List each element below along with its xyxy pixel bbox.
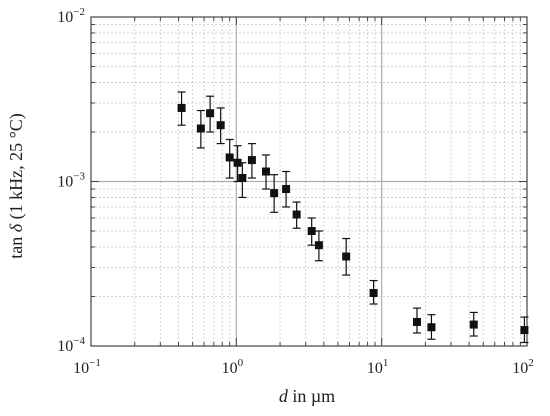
y-tick-label: 10−2 xyxy=(57,6,85,26)
x-tick-label: 10−1 xyxy=(73,357,101,377)
data-point xyxy=(247,156,256,165)
data-point xyxy=(238,174,247,183)
data-point xyxy=(292,210,301,219)
x-tick-label: 101 xyxy=(367,357,389,377)
data-point xyxy=(342,252,351,261)
x-tick-labels: 10−1 100 101 102 xyxy=(73,357,534,377)
data-point xyxy=(225,153,234,162)
data-point xyxy=(520,326,529,335)
x-axis-label: d in µm xyxy=(279,386,335,406)
y-axis-label: tan δ (1 kHz, 25 °C) xyxy=(6,113,27,259)
y-tick-labels: 10−4 10−3 10−2 xyxy=(57,6,85,355)
data-point xyxy=(314,241,323,250)
data-point xyxy=(261,167,270,176)
y-tick-label: 10−3 xyxy=(57,171,85,191)
data-point xyxy=(206,109,215,118)
data-point xyxy=(412,317,421,326)
data-point xyxy=(307,227,316,236)
x-tick-label: 102 xyxy=(512,357,534,377)
data-point xyxy=(196,124,205,133)
data-point xyxy=(177,103,186,112)
data-point xyxy=(469,320,478,329)
data-point xyxy=(216,121,225,130)
data-point xyxy=(427,323,436,332)
data-point xyxy=(282,185,291,194)
grid xyxy=(91,17,527,346)
axis-ticks xyxy=(90,16,528,347)
data-point xyxy=(233,158,242,167)
data-point xyxy=(270,189,279,198)
data-markers xyxy=(177,103,529,335)
data-point xyxy=(369,288,378,297)
x-tick-label: 100 xyxy=(222,357,244,377)
y-tick-label: 10−4 xyxy=(57,335,85,355)
error-bars xyxy=(177,91,529,344)
